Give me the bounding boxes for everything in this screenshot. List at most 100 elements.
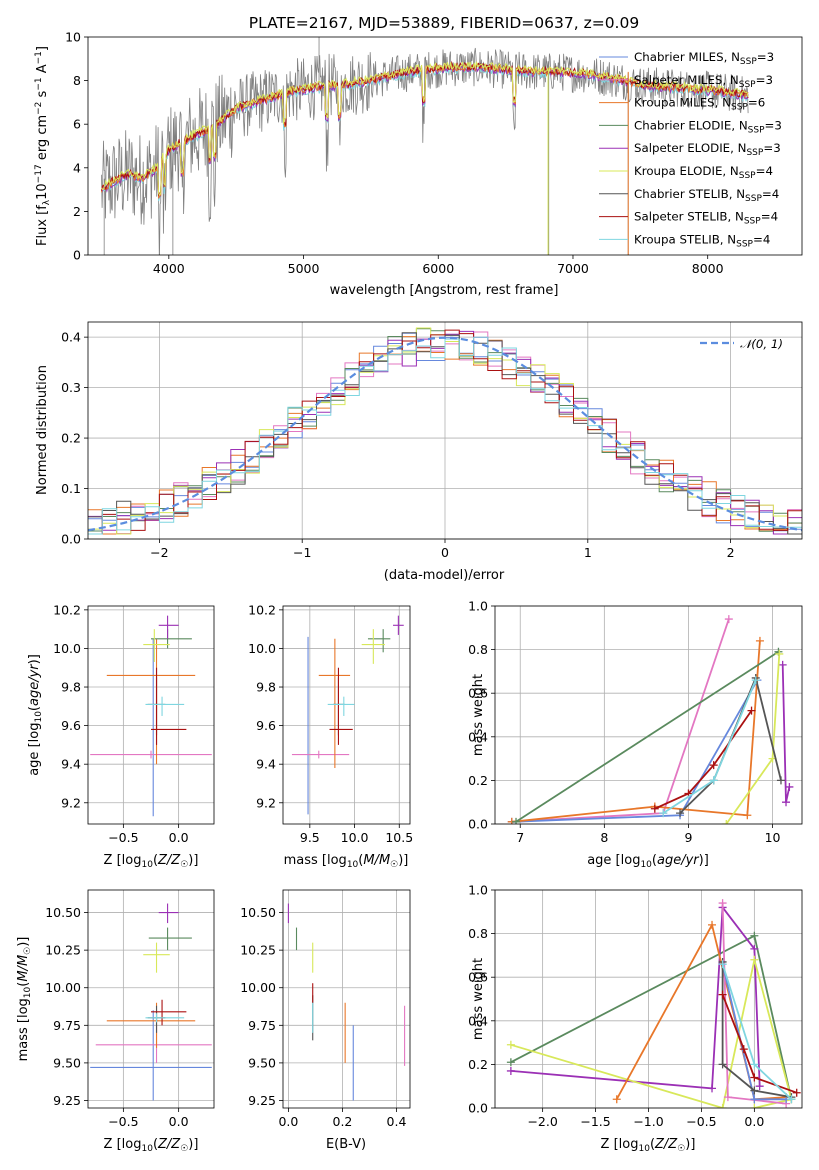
zmet-weight-plot: [506, 899, 801, 1108]
age-weight-xtick-label: 10: [765, 830, 781, 845]
age-weight-frame: [494, 605, 803, 825]
age-weight-marker-salpeter_stelib: [650, 804, 659, 813]
age-weight-line-chabrier_elodie: [515, 651, 779, 823]
spectrum-model-kroupa_elodie: [101, 61, 749, 197]
z-mass-ytick-label: 10.50: [45, 905, 81, 920]
spectrum-ytick-label: 2: [73, 204, 81, 219]
zmet-weight-marker-kroupa_miles: [708, 920, 717, 929]
age-weight-marker-kroupa_elodie: [775, 649, 784, 658]
age-weight-marker-salpeter_elodie: [785, 782, 794, 791]
zmet-weight-xlabel: Z [log10(Z/Z☉)]: [601, 1137, 696, 1154]
ebv-mass-xlabel: E(B-V): [326, 1137, 366, 1152]
z-age-ytick-label: 9.6: [61, 718, 81, 733]
legend-label: Salpeter STELIB, NSSP=4: [634, 210, 778, 227]
z-mass-xlabel: Z [log10(Z/Z☉)]: [104, 1137, 199, 1154]
ebv-mass-xtick-label: 0.2: [333, 1114, 353, 1129]
spectrum-ytick-label: 4: [73, 160, 81, 175]
residuals-ytick-label: 0.1: [61, 481, 81, 496]
ebv-mass-frame: [282, 889, 411, 1109]
z-mass-ytick-label: 9.50: [53, 1055, 81, 1070]
legend-name: Chabrier STELIB, N: [634, 187, 745, 201]
zmet-weight-xtick-label: 0.0: [744, 1114, 764, 1129]
zmet-weight-line-chabrier_stelib: [721, 961, 792, 1098]
legend-sub: SSP: [746, 148, 763, 158]
zmet-weight-marker-salpeter_stelib: [750, 1073, 759, 1082]
ebv-mass-xtick-label: 0.0: [278, 1114, 298, 1129]
ebv-mass-axes: 0.0 0.2 0.4 9.25 9.50 9.75 10.00 10.25 10.50: [240, 890, 410, 1129]
spectrum-xtick-label: 6000: [422, 261, 454, 276]
age-weight-xtick-label: 9: [684, 830, 692, 845]
z-mass-frame: [87, 889, 215, 1109]
zmet-weight-ytick-label: 0.8: [468, 926, 488, 941]
age-weight-xlabel: age [log10(age/yr)]: [587, 853, 709, 870]
zmet-weight-marker-salpeter_elodie: [755, 1082, 764, 1091]
residuals-ylabel: Normed distribution: [35, 365, 50, 495]
age-weight-marker-salpeter_elodie: [778, 660, 787, 669]
zmet-weight-marker-kroupa_miles: [612, 1095, 621, 1104]
zmet-weight-ytick-label: 1.0: [468, 883, 488, 898]
legend-name: Kroupa MILES, N: [634, 96, 731, 110]
z-age-plot: [90, 615, 212, 817]
mass-age-ytick-label: 9.6: [256, 718, 276, 733]
z-mass-plot: [90, 903, 212, 1101]
legend-sub: SSP: [745, 194, 762, 204]
zmet-weight-ylabel: mass weight: [471, 958, 486, 1040]
residuals-ytick-label: 0.0: [61, 532, 81, 547]
legend-sub: SSP: [744, 217, 761, 227]
age-weight-marker-kroupa_miles: [743, 811, 752, 820]
legend-sub: SSP: [748, 125, 765, 135]
legend-count: =3: [765, 118, 782, 132]
age-weight-ytick-label: 0.8: [468, 642, 488, 657]
spectrum-ytick-label: 0: [73, 248, 81, 263]
age-weight-ytick-label: 0.0: [468, 817, 488, 832]
age-weight-marker-kroupa_miles: [755, 636, 764, 645]
spectrum-ylabel: Flux [fλ10−17 erg cm−2 s−1 A−1]: [34, 46, 52, 246]
residuals-xlabel: (data-model)/error: [384, 568, 505, 583]
zmet-weight-marker-salpeter_stelib: [718, 990, 727, 999]
z-mass-ytick-label: 10.25: [45, 943, 81, 958]
mass-age-plot: [291, 615, 404, 815]
spectrum-model-kroupa_stelib: [101, 65, 749, 202]
z-age-ytick-label: 10.2: [53, 602, 81, 617]
z-mass-ylabel: mass [log10(M/M☉)]: [16, 937, 33, 1062]
zmet-weight-ytick-label: 0.6: [468, 970, 488, 985]
legend-sub: SSP: [739, 80, 756, 90]
legend-label: Kroupa ELODIE, NSSP=4: [634, 164, 773, 181]
age-weight-line-salpeter_stelib: [654, 710, 753, 810]
legend-count: =4: [753, 232, 770, 246]
spectrum-ytick-label: 10: [65, 30, 81, 45]
spectrum-xtick-label: 5000: [288, 261, 320, 276]
legend-label: Chabrier MILES, NSSP=3: [634, 50, 774, 67]
zmet-weight-marker-kroupa_elodie: [718, 1104, 727, 1108]
zmet-weight-marker-kroupa_elodie: [750, 1104, 759, 1108]
mass-age-ytick-label: 10.2: [248, 602, 276, 617]
legend-name: Salpeter MILES, N: [634, 73, 739, 87]
age-weight-xtick-label: 7: [516, 830, 524, 845]
residuals-xtick-label: −1: [293, 545, 311, 560]
residuals-ytick-label: 0.3: [61, 380, 81, 395]
mass-age-ytick-label: 9.2: [256, 795, 276, 810]
spectrum-xlabel: wavelength [Angstrom, rest frame]: [330, 283, 559, 298]
legend-label: Kroupa MILES, NSSP=6: [634, 96, 765, 113]
legend-count: =6: [748, 96, 765, 110]
z-age-xlabel: Z [log10(Z/Z☉)]: [104, 853, 199, 870]
spectrum-xtick-label: 8000: [692, 261, 724, 276]
mass-age-frame: [282, 605, 411, 825]
ebv-mass-ytick-label: 10.00: [240, 980, 276, 995]
age-weight-marker-kroupa_elodie: [722, 820, 731, 824]
spectrum-ytick-label: 8: [73, 73, 81, 88]
legend-name: Salpeter STELIB, N: [634, 210, 744, 224]
zmet-weight-marker-kroupa_elodie: [750, 955, 759, 964]
zmet-weight-marker-salpeter_stelib: [739, 1045, 748, 1054]
zmet-weight-xtick-label: −2.0: [527, 1114, 557, 1129]
ebv-mass-ytick-label: 10.50: [240, 905, 276, 920]
mass-age-ytick-label: 10.0: [248, 641, 276, 656]
zmet-weight-ytick-label: 0.0: [468, 1101, 488, 1116]
z-mass-xtick-label: 0.0: [169, 1114, 189, 1129]
z-age-frame: [87, 605, 215, 825]
age-weight-marker-kroupa_stelib: [709, 776, 718, 785]
zmet-weight-frame: [494, 889, 803, 1109]
ebv-mass-ytick-label: 9.75: [248, 1018, 276, 1033]
age-weight-ytick-label: 0.6: [468, 686, 488, 701]
